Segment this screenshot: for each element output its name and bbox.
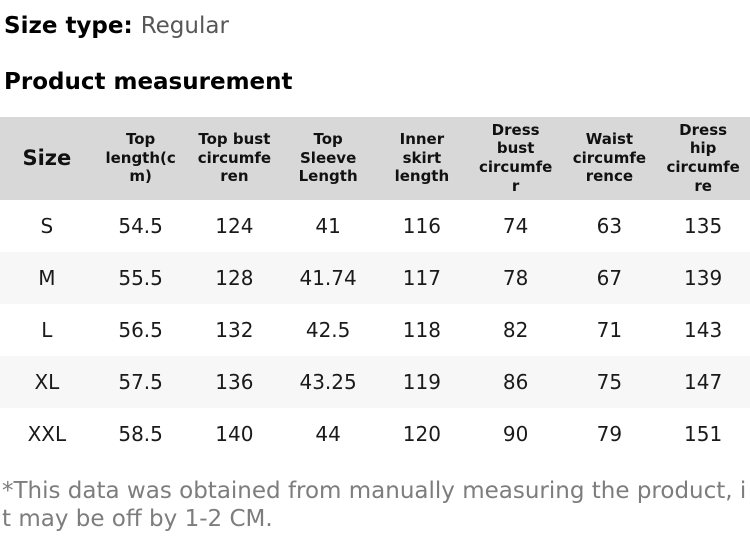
size-type-line: Size type: Regular bbox=[0, 0, 750, 41]
measurement-cell: 58.5 bbox=[118, 421, 163, 446]
measurement-cell: 128 bbox=[215, 265, 254, 290]
measurement-cell: 132 bbox=[215, 317, 254, 342]
measurement-cell: 44 bbox=[315, 421, 341, 446]
measurement-cell: 120 bbox=[402, 421, 441, 446]
table-row-m: M 55.5 128 41.74 117 78 67 139 bbox=[0, 251, 750, 304]
measurement-cell: 63 bbox=[596, 213, 623, 238]
column-header-dress-bust: Dress bust circumfer bbox=[478, 120, 553, 195]
measurement-cell: 56.5 bbox=[118, 317, 163, 342]
size-cell: M bbox=[38, 265, 56, 290]
measurement-cell: 151 bbox=[684, 421, 723, 446]
table-row-s: S 54.5 124 41 116 74 63 135 bbox=[0, 199, 750, 252]
column-header-top-length: Top length(cm) bbox=[105, 129, 176, 186]
measurement-cell: 41 bbox=[315, 213, 341, 238]
column-header-waist: Waist circumference bbox=[572, 129, 647, 186]
column-header-top-bust: Top bust circumferen bbox=[197, 129, 272, 186]
measurement-cell: 79 bbox=[596, 421, 623, 446]
measurement-cell: 78 bbox=[502, 265, 529, 290]
column-header-inner-skirt: Inner skirt length bbox=[394, 129, 450, 186]
size-cell: XL bbox=[34, 369, 60, 394]
measurement-cell: 139 bbox=[684, 265, 723, 290]
measurement-cell: 55.5 bbox=[118, 265, 163, 290]
column-header-size: Size bbox=[22, 145, 72, 170]
measurement-cell: 75 bbox=[596, 369, 623, 394]
measurement-disclaimer: *This data was obtained from manually me… bbox=[2, 477, 747, 533]
measurement-cell: 74 bbox=[502, 213, 529, 238]
measurement-cell: 86 bbox=[502, 369, 529, 394]
measurement-cell: 143 bbox=[684, 317, 723, 342]
measurement-cell: 42.5 bbox=[305, 317, 351, 342]
measurement-cell: 57.5 bbox=[118, 369, 163, 394]
size-type-value: Regular bbox=[140, 13, 229, 39]
column-header-top-sleeve: Top Sleeve Length bbox=[298, 129, 358, 186]
size-type-label: Size type: bbox=[4, 13, 133, 39]
measurement-cell: 43.25 bbox=[299, 369, 357, 394]
measurement-cell: 118 bbox=[402, 317, 441, 342]
size-cell: S bbox=[40, 213, 54, 238]
measurement-cell: 82 bbox=[502, 317, 529, 342]
table-row-l: L 56.5 132 42.5 118 82 71 143 bbox=[0, 303, 750, 356]
measurement-cell: 135 bbox=[684, 213, 723, 238]
measurement-cell: 136 bbox=[215, 369, 254, 394]
column-header-dress-hip: Dress hip circumfere bbox=[666, 120, 740, 195]
measurement-cell: 54.5 bbox=[118, 213, 163, 238]
measurement-table: Size Top length(cm) Top bust circumferen… bbox=[0, 116, 750, 460]
size-cell: L bbox=[41, 317, 53, 342]
measurement-cell: 119 bbox=[402, 369, 441, 394]
measurement-cell: 41.74 bbox=[299, 265, 357, 290]
table-row-xxl: XXL 58.5 140 44 120 90 79 151 bbox=[0, 407, 750, 460]
measurement-cell: 140 bbox=[215, 421, 254, 446]
measurement-cell: 124 bbox=[215, 213, 254, 238]
measurement-cell: 67 bbox=[596, 265, 623, 290]
table-row-xl: XL 57.5 136 43.25 119 86 75 147 bbox=[0, 355, 750, 408]
product-measurement-title: Product measurement bbox=[4, 68, 293, 95]
measurement-cell: 116 bbox=[402, 213, 441, 238]
measurement-cell: 90 bbox=[502, 421, 529, 446]
table-header-row: Size Top length(cm) Top bust circumferen… bbox=[0, 116, 750, 200]
measurement-cell: 147 bbox=[684, 369, 723, 394]
measurement-cell: 117 bbox=[402, 265, 441, 290]
measurement-cell: 71 bbox=[596, 317, 623, 342]
size-cell: XXL bbox=[27, 421, 67, 446]
